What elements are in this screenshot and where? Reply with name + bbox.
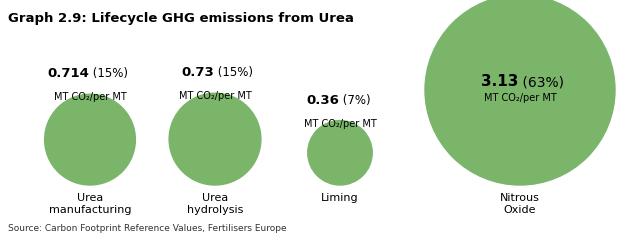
Circle shape [425,0,615,185]
Text: 0.73: 0.73 [181,66,214,79]
Circle shape [45,94,136,185]
Text: (63%): (63%) [518,75,564,89]
Text: 0.714: 0.714 [47,67,89,80]
Text: Liming: Liming [321,193,359,203]
Circle shape [169,93,261,185]
Text: Urea
hydrolysis: Urea hydrolysis [187,193,243,215]
Text: Urea
manufacturing: Urea manufacturing [49,193,131,215]
Text: MT CO₂/per MT: MT CO₂/per MT [303,119,376,129]
Text: (15%): (15%) [214,66,253,79]
Text: MT CO₂/per MT: MT CO₂/per MT [179,91,252,101]
Text: MT CO₂/per MT: MT CO₂/per MT [54,92,126,102]
Text: Nitrous
Oxide: Nitrous Oxide [500,193,540,215]
Circle shape [308,121,372,185]
Text: Graph 2.9: Lifecycle GHG emissions from Urea: Graph 2.9: Lifecycle GHG emissions from … [8,12,354,25]
Text: Source: Carbon Footprint Reference Values, Fertilisers Europe: Source: Carbon Footprint Reference Value… [8,224,287,233]
Text: MT CO₂/per MT: MT CO₂/per MT [484,93,556,103]
Text: (15%): (15%) [89,67,128,80]
Text: (7%): (7%) [339,94,371,107]
Text: 0.36: 0.36 [306,94,339,107]
Text: 3.13: 3.13 [481,74,518,89]
